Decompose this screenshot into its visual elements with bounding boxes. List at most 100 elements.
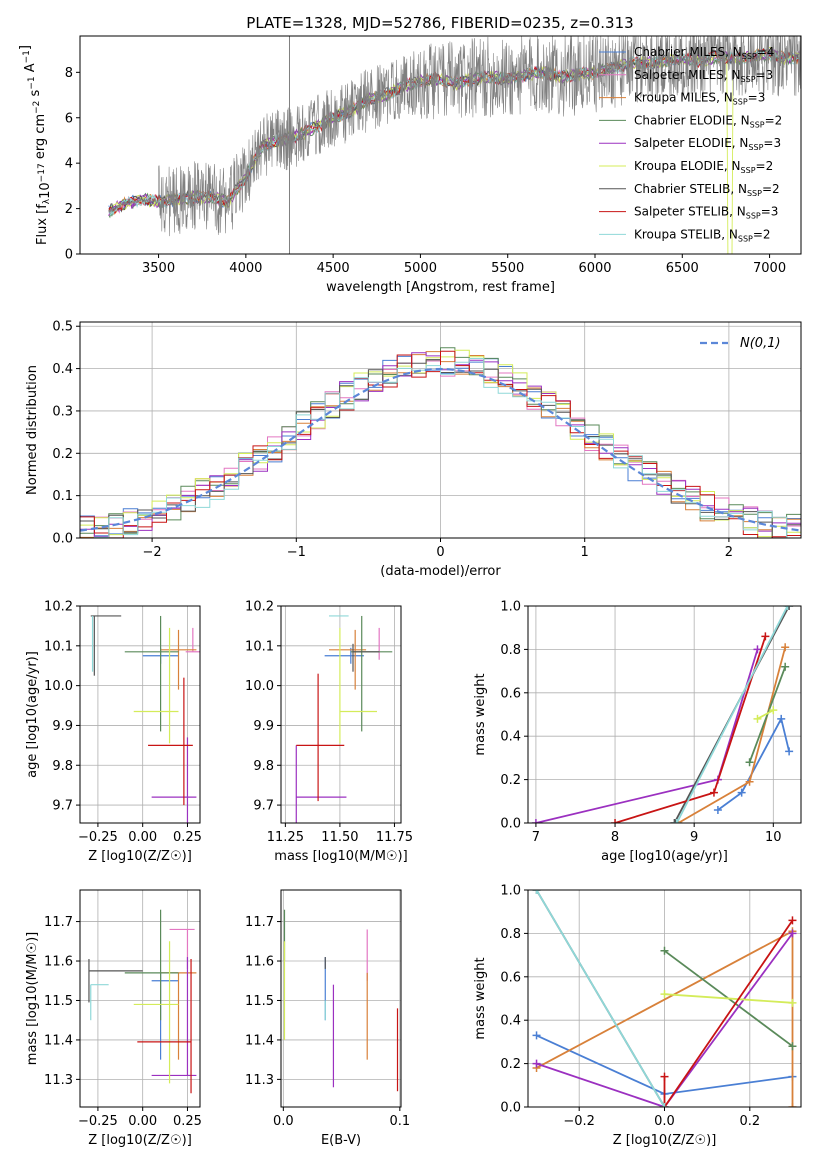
y-tick-label: 0.4 [500, 730, 521, 745]
weight-marker [788, 998, 797, 1007]
x-tick-label: 0 [436, 545, 444, 560]
x-axis-label: mass [log10(M/M☉)] [274, 849, 407, 864]
axes-frame [79, 35, 802, 255]
y-tick-label: 6 [65, 111, 73, 126]
x-tick-label: 4000 [229, 261, 262, 276]
weight-marker [532, 1059, 541, 1068]
y-tick-label: 0.5 [52, 320, 73, 335]
x-tick-label: 11.75 [376, 830, 413, 845]
legend-model-name: Chabrier ELODIE [634, 113, 733, 127]
y-tick-label: 9.7 [253, 799, 274, 814]
y-tick-label: 8 [65, 66, 73, 81]
plot-area [90, 615, 200, 823]
x-axis-label: wavelength [Angstrom, rest frame] [326, 280, 555, 295]
legend-entry: Salpeter STELIB, NSSP=3 [634, 205, 778, 221]
x-axis-label: Z [log10(Z/Z☉)] [88, 1133, 192, 1148]
weight-marker [769, 706, 778, 715]
y-tick-label: 11.5 [44, 994, 73, 1009]
panel-mass_vs_Z: −0.25 0.00 0.25 11.3 11.4 11.5 11.6 11.7 Z [log1… [25, 889, 202, 1148]
y-tick-label: 0.8 [500, 643, 521, 658]
x-tick-label: 0.2 [739, 1114, 760, 1129]
legend: Chabrier MILES, NSSP=4 Salpeter MILES, NS… [599, 45, 782, 243]
weight-marker [660, 1072, 669, 1081]
x-tick-label: 10 [765, 830, 782, 845]
y-tick-label: 0.4 [500, 1014, 521, 1029]
y-tick-label: 0.4 [52, 362, 73, 377]
y-tick-label: 11.6 [44, 955, 73, 970]
weight-line [748, 666, 787, 763]
y-tick-label: 10.1 [44, 639, 73, 654]
y-axis-label: age [log10(age/yr)] [25, 651, 40, 778]
x-tick-label: 0.25 [173, 830, 202, 845]
weight-marker [713, 805, 722, 814]
x-tick-label: 3500 [142, 261, 175, 276]
y-tick-label: 0.6 [500, 970, 521, 985]
panel-mass_vs_ebv: 0.0 0.1 11.3 11.4 11.5 11.6 11.7 E(B-V) [245, 889, 410, 1148]
y-tick-label: 9.9 [253, 719, 274, 734]
weight-line [675, 606, 789, 823]
x-tick-label: 0.00 [128, 1114, 157, 1129]
axes-frame [527, 889, 802, 1108]
figure-title: PLATE=1328, MJD=52786, FIBERID=0235, z=0… [246, 14, 633, 32]
axes-frame [527, 605, 802, 824]
weight-marker [788, 1042, 797, 1051]
weight-marker [788, 916, 797, 925]
y-tick-label: 1.0 [500, 600, 521, 615]
weight-marker [753, 645, 762, 654]
weight-marker [660, 946, 669, 955]
legend-model-name: Kroupa STELIB [634, 227, 721, 241]
y-tick-label: 2 [65, 202, 73, 217]
y-axis-label: mass [log10(M/M☉)] [25, 932, 40, 1065]
weight-line [663, 919, 794, 1107]
panel-age_vs_mass: 11.25 11.50 11.75 9.7 9.8 9.9 10.0 10.1 10.2 mass… [245, 600, 413, 865]
y-tick-label: 0 [65, 248, 73, 263]
legend-entry: Kroupa STELIB, NSSP=2 [634, 227, 771, 243]
panel-spectrum: 3500 4000 4500 5000 5500 6000 6500 7000 0 2 4 6 8 wav… [18, 35, 802, 295]
y-tick-label: 0.2 [500, 773, 521, 788]
y-tick-label: 9.8 [253, 759, 274, 774]
x-tick-label: 0.0 [654, 1114, 675, 1129]
legend-entry: Kroupa MILES, NSSP=3 [634, 91, 765, 107]
legend-entry: Kroupa ELODIE, NSSP=2 [634, 159, 773, 175]
plot-area [531, 606, 794, 823]
y-tick-label: 0.8 [500, 927, 521, 942]
y-tick-label: 10.2 [245, 600, 274, 615]
x-axis-label: Z [log10(Z/Z☉)] [613, 1133, 717, 1148]
y-tick-label: 9.7 [52, 799, 73, 814]
weight-marker [785, 606, 794, 610]
y-tick-label: 0.6 [500, 686, 521, 701]
panel-age_vs_Z: −0.25 0.00 0.25 9.7 9.8 9.9 10.0 10.1 10.2 Z [log… [25, 600, 202, 865]
legend: N(0,1) [700, 336, 781, 351]
y-tick-label: 0.0 [52, 532, 73, 547]
plot-area [80, 347, 801, 538]
x-axis-label: Z [log10(Z/Z☉)] [88, 849, 192, 864]
y-tick-label: 0.0 [500, 817, 521, 832]
weight-marker [660, 990, 669, 999]
y-axis-label: Normed distribution [25, 365, 40, 495]
normal-curve [80, 367, 801, 532]
legend-entry: Salpeter MILES, NSSP=3 [634, 68, 773, 84]
weight-marker [709, 788, 718, 797]
y-tick-label: 0.0 [500, 1101, 521, 1116]
axes-frame [79, 889, 201, 1108]
y-tick-label: 0.3 [52, 404, 73, 419]
histogram-step [80, 350, 801, 538]
x-tick-label: 4500 [317, 261, 350, 276]
weight-line [757, 709, 774, 720]
x-tick-label: 5500 [491, 261, 524, 276]
y-tick-label: 0.2 [52, 447, 73, 462]
y-tick-label: 9.8 [52, 759, 73, 774]
legend-entry: Chabrier MILES, NSSP=4 [634, 45, 774, 61]
x-tick-label: 0.25 [173, 1114, 202, 1129]
x-tick-label: 0.1 [389, 1114, 410, 1129]
panel-weight_vs_Z: −0.2 0.0 0.2 0.0 0.2 0.4 0.6 0.8 1.0 Z [log10(Z/Z… [473, 884, 802, 1148]
plot-area [108, 36, 801, 254]
y-axis-label: mass weight [473, 957, 488, 1039]
x-tick-label: −0.2 [563, 1114, 595, 1129]
weight-marker [753, 714, 762, 723]
y-tick-label: 11.6 [245, 955, 274, 970]
legend-model-name: Salpeter STELIB [634, 205, 729, 219]
weight-line [664, 993, 793, 1004]
x-tick-label: 5000 [404, 261, 437, 276]
legend-model-name: Chabrier STELIB [634, 182, 730, 196]
